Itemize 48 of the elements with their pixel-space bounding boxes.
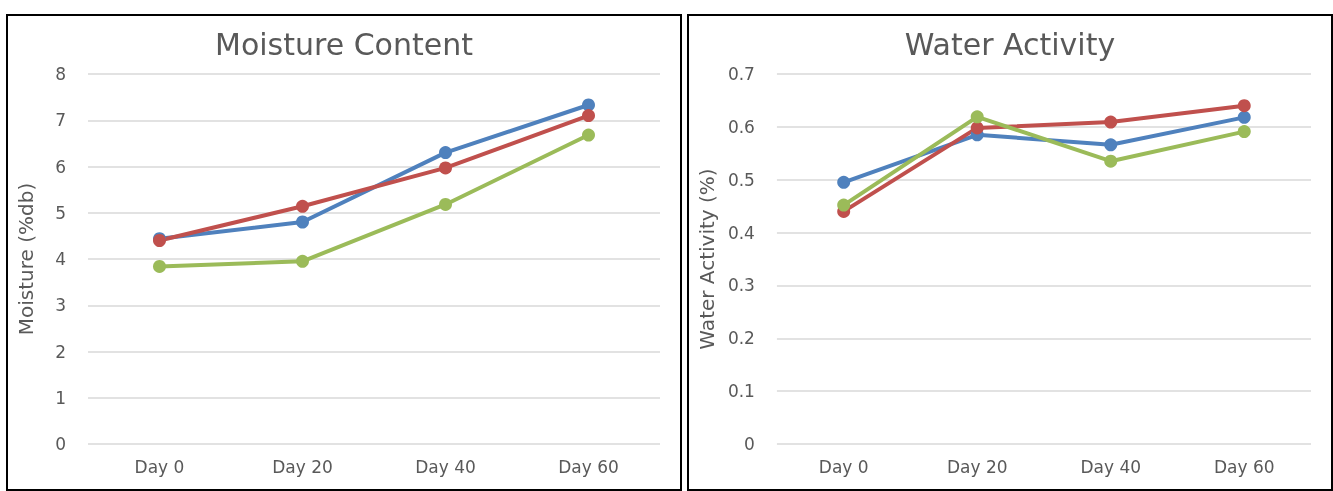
x-tick-label: Day 20 bbox=[272, 456, 333, 477]
point bbox=[970, 121, 984, 135]
y-tick-label: 0.6 bbox=[727, 116, 755, 137]
chart-title: Moisture Content bbox=[215, 26, 474, 62]
y-tick-label: 0 bbox=[744, 434, 755, 454]
point bbox=[837, 198, 851, 212]
point bbox=[1104, 154, 1118, 168]
x-tick-label: Day 0 bbox=[134, 456, 185, 477]
y-tick-label: 0.4 bbox=[727, 222, 755, 243]
y-tick-label: 3 bbox=[55, 295, 66, 316]
point bbox=[439, 197, 452, 211]
x-tick-label: Day 60 bbox=[558, 456, 619, 477]
x-tick-label: Day 40 bbox=[415, 456, 476, 477]
y-tick-label: 5 bbox=[55, 202, 66, 223]
chart-title: Water Activity bbox=[904, 26, 1116, 62]
point bbox=[153, 259, 166, 273]
x-tick-label: Day 40 bbox=[1080, 456, 1142, 477]
point bbox=[582, 128, 595, 142]
point bbox=[296, 215, 309, 229]
y-tick-label: 7 bbox=[55, 110, 66, 131]
y-tick-label: 0.5 bbox=[727, 169, 755, 190]
point bbox=[582, 109, 595, 123]
y-tick-label: 0.2 bbox=[727, 328, 755, 349]
point bbox=[296, 199, 309, 213]
y-tick-label: 0 bbox=[55, 434, 66, 454]
y-axis-title: Moisture (%db) bbox=[14, 182, 38, 336]
point bbox=[1237, 110, 1251, 124]
y-tick-label: 0.3 bbox=[727, 275, 755, 296]
y-tick-label: 4 bbox=[55, 249, 66, 269]
point bbox=[296, 254, 309, 268]
x-tick-label: Day 20 bbox=[946, 456, 1008, 477]
point bbox=[439, 161, 452, 175]
x-tick-label: Day 60 bbox=[1213, 456, 1275, 477]
y-tick-label: 1 bbox=[55, 387, 66, 408]
y-axis-title: Water Activity (%) bbox=[695, 168, 719, 350]
point bbox=[1237, 125, 1251, 139]
y-tick-label: 0.1 bbox=[727, 381, 755, 402]
point bbox=[970, 110, 984, 124]
y-tick-label: 6 bbox=[55, 156, 66, 177]
point bbox=[1104, 138, 1118, 152]
point bbox=[837, 175, 851, 189]
y-tick-label: 8 bbox=[55, 64, 66, 84]
y-tick-label: 0.7 bbox=[727, 64, 755, 84]
point bbox=[1237, 99, 1251, 113]
point bbox=[1104, 115, 1118, 129]
point bbox=[439, 146, 452, 160]
y-tick-label: 2 bbox=[55, 341, 66, 362]
x-tick-label: Day 0 bbox=[818, 456, 869, 477]
